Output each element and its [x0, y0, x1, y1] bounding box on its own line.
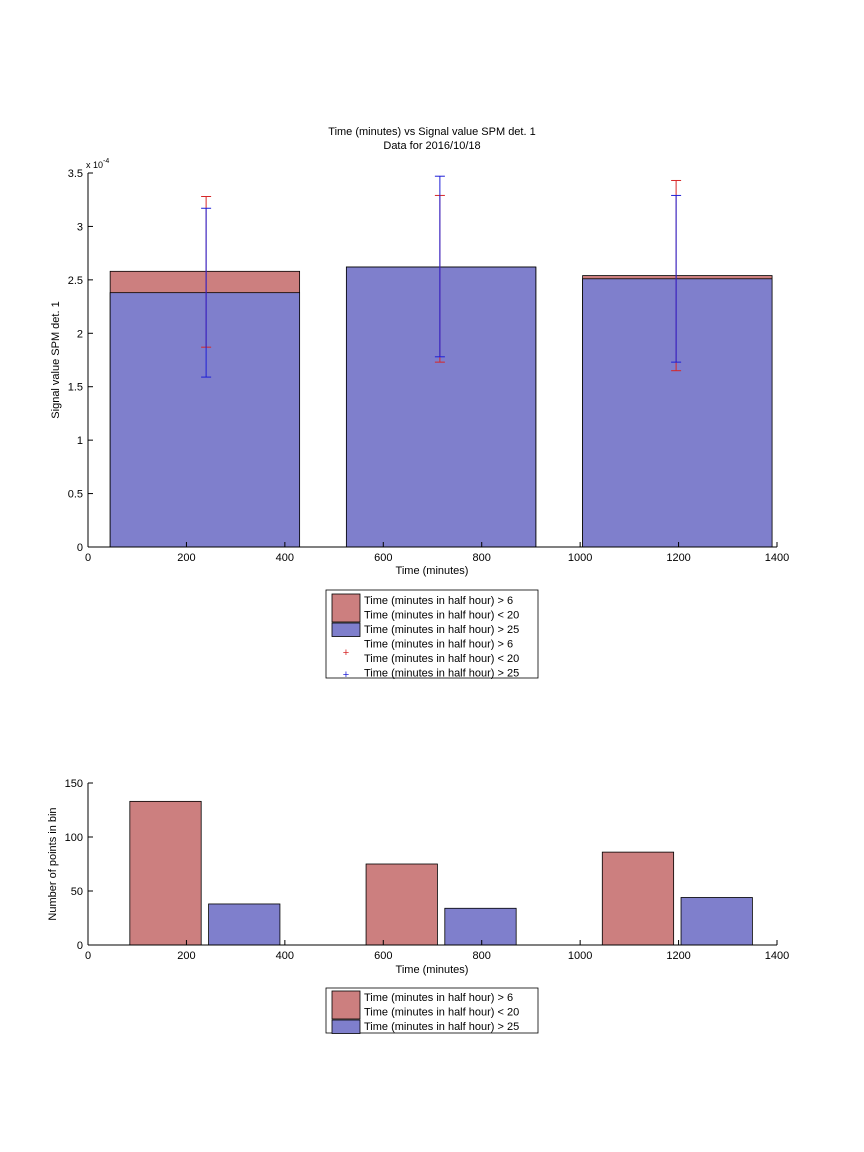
x-tick-label: 1000 [568, 950, 592, 962]
legend-box [325, 987, 539, 1034]
legend-marker: + [343, 647, 349, 659]
bar [365, 863, 438, 946]
x-axis-label: Time (minutes) [396, 964, 469, 976]
legend-swatch [331, 1019, 361, 1034]
bar [345, 266, 537, 548]
legend-label: Time (minutes in half hour) > 6 [364, 595, 513, 607]
x-tick-label: 0 [85, 950, 91, 962]
legend-box [325, 589, 539, 679]
legend-label: Time (minutes in half hour) > 25 [364, 624, 519, 636]
x-tick-label: 600 [374, 950, 392, 962]
y-tick-label: 1 [77, 435, 83, 447]
chart-title: Time (minutes) vs Signal value SPM det. … [328, 126, 535, 138]
count-chart: 0 200 400 600 800 1000 1200 1400 0 50 100 150 Time … [47, 778, 789, 1034]
x-axis-label: Time (minutes) [396, 565, 469, 577]
legend-label: Time (minutes in half hour) > 25 [364, 1021, 519, 1033]
y-tick-label: 1.5 [68, 382, 83, 394]
legend-label: Time (minutes in half hour) > 6 [364, 992, 513, 1004]
y-axis-label: Number of points in bin [47, 807, 59, 920]
exponent-base: x 10 [86, 160, 103, 170]
legend-label: Time (minutes in half hour) < 20 [364, 610, 519, 622]
exponent-power: -4 [103, 158, 109, 165]
legend-label: Time (minutes in half hour) > 6 [364, 639, 513, 651]
legend-swatch [331, 593, 361, 623]
x-tick-label: 600 [374, 552, 392, 564]
y-tick-label: 100 [65, 832, 83, 844]
y-tick-label: 150 [65, 778, 83, 790]
bar [582, 278, 773, 548]
x-tick-label: 0 [85, 552, 91, 564]
y-axis-label: Signal value SPM det. 1 [50, 301, 62, 418]
y-tick-label: 3 [77, 221, 83, 233]
legend-marker: + [343, 669, 349, 681]
y-tick-label: 50 [71, 886, 83, 898]
x-tick-label: 1200 [666, 950, 690, 962]
y-tick-label: 0.5 [68, 489, 83, 501]
legend: Time (minutes in half hour) > 6 Time (min… [325, 589, 539, 681]
x-tick-label: 1400 [765, 552, 789, 564]
x-tick-label: 400 [276, 950, 294, 962]
y-tick-label: 0 [77, 940, 83, 952]
signal-chart: Time (minutes) vs Signal value SPM det. … [50, 126, 789, 681]
legend-label: Time (minutes in half hour) > 25 [364, 668, 519, 680]
x-tick-label: 200 [177, 552, 195, 564]
x-tick-label: 1200 [666, 552, 690, 564]
y-tick-label: 3.5 [68, 168, 83, 180]
bar [601, 851, 675, 946]
x-tick-label: 1000 [568, 552, 592, 564]
exponent-label: x 10-4 [86, 158, 109, 170]
x-tick-label: 400 [276, 552, 294, 564]
legend-swatch [331, 622, 361, 637]
x-tick-label: 800 [473, 552, 491, 564]
legend-label: Time (minutes in half hour) < 20 [364, 1007, 519, 1019]
bar [208, 903, 281, 946]
bar [109, 292, 301, 548]
y-tick-label: 2.5 [68, 275, 83, 287]
bar [680, 897, 753, 946]
x-tick-label: 1400 [765, 950, 789, 962]
y-tick-label: 2 [77, 328, 83, 340]
y-tick-label: 0 [77, 542, 83, 554]
legend-label: Time (minutes in half hour) < 20 [364, 653, 519, 665]
x-tick-label: 800 [473, 950, 491, 962]
bar [129, 800, 202, 946]
chart-subtitle: Data for 2016/10/18 [383, 140, 480, 152]
bar [444, 907, 517, 946]
legend-swatch [331, 990, 361, 1020]
x-tick-label: 200 [177, 950, 195, 962]
legend: Time (minutes in half hour) > 6 Time (min… [325, 987, 539, 1034]
